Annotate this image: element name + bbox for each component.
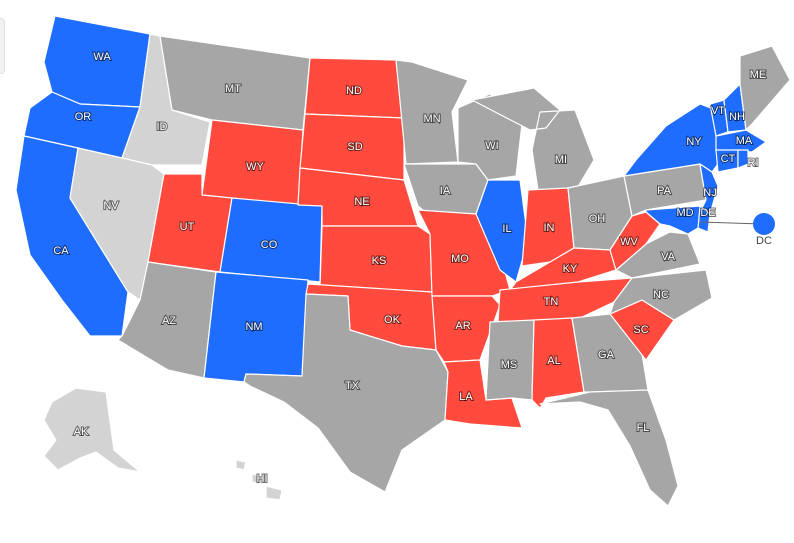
state-ms[interactable] — [485, 319, 535, 401]
label-wv: WV — [620, 236, 638, 248]
label-ky: KY — [563, 263, 578, 275]
state-ak[interactable] — [43, 387, 141, 473]
state-me[interactable] — [739, 45, 791, 131]
state-nc[interactable] — [609, 269, 713, 321]
label-oh: OH — [589, 213, 606, 225]
label-co: CO — [261, 239, 278, 251]
label-ok: OK — [384, 314, 401, 326]
label-wy: WY — [246, 161, 264, 173]
label-mo: MO — [451, 253, 469, 265]
label-ut: UT — [180, 221, 195, 233]
label-nd: ND — [346, 85, 362, 97]
state-fl[interactable] — [539, 389, 679, 507]
label-ne: NE — [354, 196, 369, 208]
label-la: LA — [459, 391, 473, 403]
dc-marker[interactable] — [753, 213, 775, 235]
state-ma[interactable] — [715, 129, 767, 153]
label-nj: NJ — [703, 187, 716, 199]
label-id: ID — [157, 121, 168, 133]
label-ms: MS — [501, 359, 518, 371]
state-la[interactable] — [443, 359, 523, 429]
label-al: AL — [547, 355, 560, 367]
label-mn: MN — [423, 113, 440, 125]
label-ny: NY — [686, 136, 702, 148]
label-mi: MI — [555, 154, 567, 166]
label-mt: MT — [225, 83, 241, 95]
label-sc: SC — [633, 324, 648, 336]
panel-edge-tab[interactable] — [0, 18, 5, 74]
label-wa: WA — [93, 51, 111, 63]
label-va: VA — [661, 251, 676, 263]
label-vt: VT — [711, 105, 725, 117]
state-hi[interactable] — [235, 459, 283, 501]
label-tx: TX — [345, 380, 360, 392]
label-pa: PA — [657, 185, 672, 197]
label-nm: NM — [245, 321, 262, 333]
label-wi: WI — [485, 140, 498, 152]
label-tn: TN — [544, 296, 559, 308]
state-ny[interactable] — [623, 103, 719, 177]
state-ri[interactable] — [737, 149, 749, 169]
label-ak: AK — [74, 426, 89, 438]
state-md[interactable] — [645, 205, 701, 235]
label-ga: GA — [598, 349, 615, 361]
label-az: AZ — [162, 315, 176, 327]
label-ri: RI — [748, 157, 759, 169]
label-il: IL — [502, 223, 511, 235]
label-nv: NV — [103, 200, 119, 212]
label-me: ME — [750, 69, 767, 81]
label-dc: DC — [756, 235, 772, 247]
label-sd: SD — [347, 141, 362, 153]
label-in: IN — [544, 222, 555, 234]
label-ca: CA — [53, 245, 69, 257]
label-ia: IA — [440, 185, 451, 197]
label-fl: FL — [637, 422, 650, 434]
label-ks: KS — [372, 255, 387, 267]
label-nh: NH — [729, 111, 745, 123]
label-md: MD — [676, 207, 693, 219]
label-or: OR — [75, 111, 92, 123]
label-ar: AR — [455, 320, 470, 332]
label-ct: CT — [721, 153, 736, 165]
label-ma: MA — [736, 135, 753, 147]
label-de: DE — [700, 207, 715, 219]
dc-leader-line — [699, 221, 763, 225]
label-nc: NC — [653, 289, 669, 301]
label-hi: HI — [257, 473, 268, 485]
state-tx[interactable] — [243, 293, 449, 493]
